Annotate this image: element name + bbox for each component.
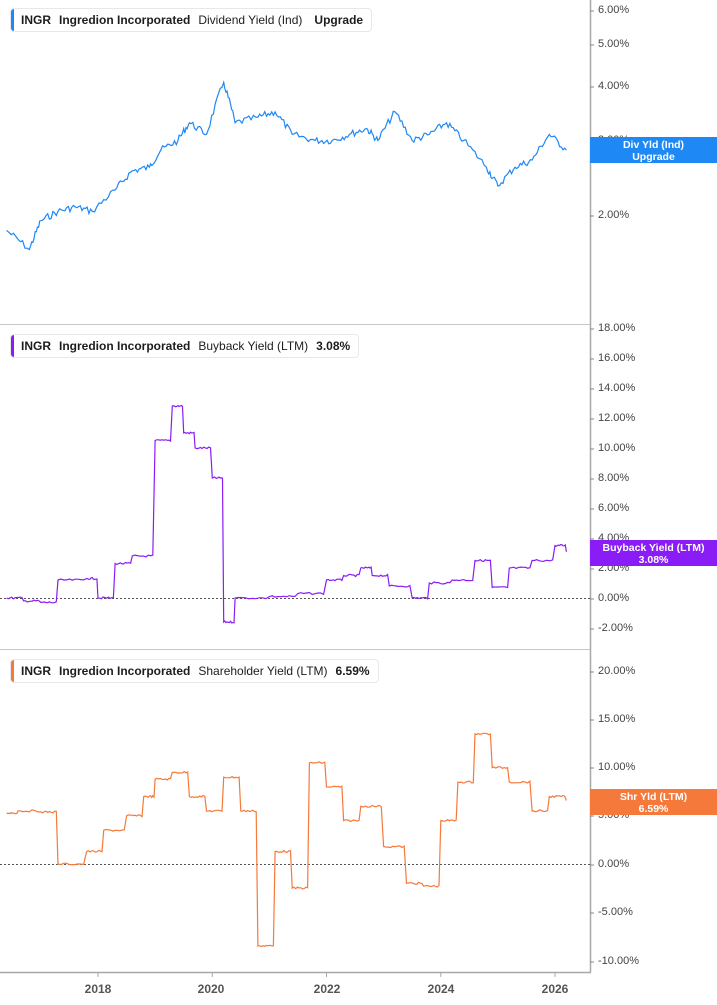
legend-metric: Dividend Yield (Ind): [198, 13, 303, 27]
buyback-yield-value-tag: Buyback Yield (LTM) 3.08%: [590, 540, 717, 566]
x-tick-label: 2020: [197, 982, 225, 996]
y-tick-label: 8.00%: [598, 472, 630, 484]
dividend-yield-line: [6, 80, 567, 251]
y-tick-label: 10.00%: [598, 761, 636, 773]
legend-shareholder-yield[interactable]: INGR Ingredion Incorporated Shareholder …: [10, 659, 379, 683]
y-tick-label: 14.00%: [598, 382, 636, 394]
legend-company: Ingredion Incorporated: [59, 13, 191, 27]
upgrade-link[interactable]: Upgrade: [314, 13, 364, 27]
y-tick-label: 15.00%: [598, 713, 636, 725]
y-tick-label: 16.00%: [598, 352, 636, 364]
y-tick-label: 0.00%: [598, 592, 630, 604]
y-tick-label: 10.00%: [598, 442, 636, 454]
x-tick-label: 2018: [84, 982, 112, 996]
legend-company: Ingredion Incorporated: [59, 339, 191, 353]
tag-value: Upgrade: [632, 151, 675, 163]
legend-metric: Shareholder Yield (LTM): [198, 664, 328, 678]
legend-value: 3.08%: [316, 339, 351, 353]
x-tick-label: 2024: [427, 982, 455, 996]
y-tick-label: 18.00%: [598, 322, 636, 334]
legend-ticker: INGR: [21, 13, 51, 27]
y-tick-label: -2.00%: [598, 622, 633, 634]
legend-company: Ingredion Incorporated: [59, 664, 191, 678]
legend-value: 6.59%: [335, 664, 370, 678]
tag-label: Div Yld (Ind): [622, 139, 685, 151]
shareholder-yield-value-tag: Shr Yld (LTM) 6.59%: [590, 789, 717, 815]
series-color-swatch: [11, 9, 14, 31]
y-tick-label: 0.00%: [598, 858, 630, 870]
dividend-yield-value-tag: Div Yld (Ind) Upgrade: [590, 137, 717, 163]
tag-label: Buyback Yield (LTM): [602, 542, 705, 554]
y-tick-label: -10.00%: [598, 955, 639, 967]
buyback-yield-line: [6, 404, 567, 624]
y-tick-label: 6.00%: [598, 4, 630, 16]
y-tick-label: -5.00%: [598, 906, 633, 918]
legend-ticker: INGR: [21, 664, 51, 678]
series-color-swatch: [11, 660, 14, 682]
y-tick-label: 2.00%: [598, 209, 630, 221]
x-tick-label: 2026: [541, 982, 569, 996]
shareholder-yield-line: [6, 732, 567, 948]
legend-metric: Buyback Yield (LTM): [198, 339, 309, 353]
legend-dividend-yield[interactable]: INGR Ingredion Incorporated Dividend Yie…: [10, 8, 373, 32]
y-tick-label: 5.00%: [598, 38, 630, 50]
y-tick-label: 12.00%: [598, 412, 636, 424]
x-axis-ticks: [97, 972, 556, 977]
y-tick-label: 4.00%: [598, 80, 630, 92]
tag-label: Shr Yld (LTM): [619, 791, 688, 803]
series-color-swatch: [11, 335, 14, 357]
y-tick-label: 20.00%: [598, 665, 636, 677]
tag-value: 3.08%: [638, 554, 669, 566]
tag-value: 6.59%: [638, 803, 669, 815]
legend-ticker: INGR: [21, 339, 51, 353]
legend-buyback-yield[interactable]: INGR Ingredion Incorporated Buyback Yiel…: [10, 334, 360, 358]
x-tick-label: 2022: [313, 982, 341, 996]
y-tick-label: 6.00%: [598, 502, 630, 514]
